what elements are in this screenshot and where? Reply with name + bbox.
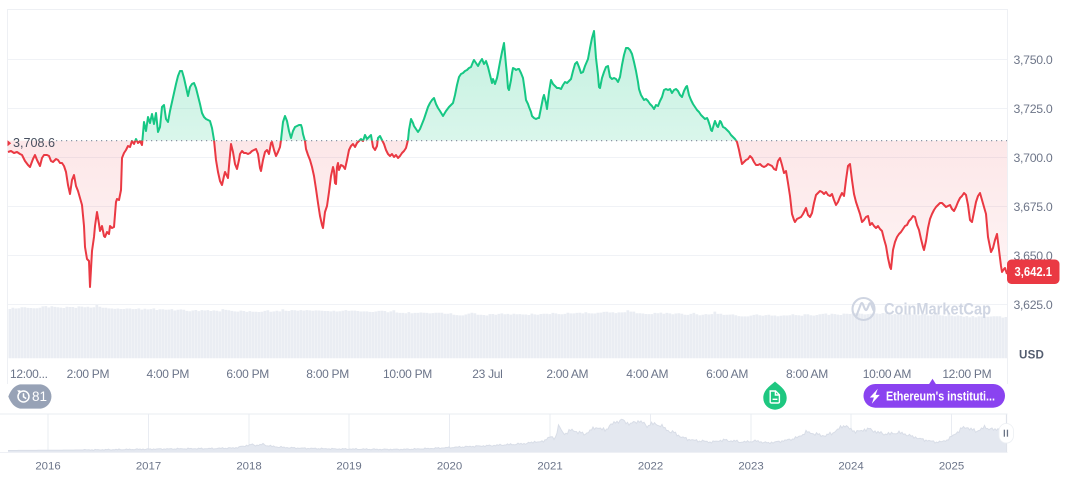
svg-text:12:00 PM: 12:00 PM (942, 367, 991, 381)
svg-text:USD: USD (1019, 348, 1044, 361)
svg-text:3,750.0: 3,750.0 (1014, 53, 1053, 67)
svg-text:2021: 2021 (537, 461, 562, 473)
svg-text:10:00 AM: 10:00 AM (863, 367, 912, 381)
svg-text:12:00...: 12:00... (10, 367, 48, 381)
svg-text:2025: 2025 (939, 461, 964, 473)
svg-text:2016: 2016 (35, 461, 60, 473)
svg-text:6:00 AM: 6:00 AM (706, 367, 748, 381)
svg-text:3,725.0: 3,725.0 (1014, 102, 1053, 116)
svg-text:Ethereum's instituti...: Ethereum's instituti... (886, 389, 995, 404)
svg-text:2:00 PM: 2:00 PM (67, 367, 110, 381)
svg-text:4:00 AM: 4:00 AM (626, 367, 668, 381)
svg-text:3,700.0: 3,700.0 (1014, 151, 1053, 165)
svg-text:2024: 2024 (838, 461, 863, 473)
svg-text:8:00 AM: 8:00 AM (786, 367, 828, 381)
svg-text:CoinMarketCap: CoinMarketCap (884, 301, 991, 319)
svg-text:2019: 2019 (336, 461, 361, 473)
svg-text:3,625.0: 3,625.0 (1014, 298, 1053, 312)
svg-text:3,642.1: 3,642.1 (1015, 265, 1053, 279)
svg-text:8:00 PM: 8:00 PM (306, 367, 349, 381)
svg-text:6:00 PM: 6:00 PM (226, 367, 269, 381)
svg-text:2:00 AM: 2:00 AM (546, 367, 588, 381)
svg-text:2020: 2020 (437, 461, 462, 473)
svg-text:81: 81 (32, 389, 47, 404)
svg-text:2022: 2022 (638, 461, 663, 473)
svg-text:10:00 PM: 10:00 PM (383, 367, 432, 381)
svg-text:4:00 PM: 4:00 PM (147, 367, 190, 381)
svg-text:3,708.6: 3,708.6 (13, 136, 55, 150)
svg-text:23 Jul: 23 Jul (472, 367, 502, 381)
svg-text:2023: 2023 (738, 461, 763, 473)
svg-text:3,675.0: 3,675.0 (1014, 200, 1053, 214)
svg-text:2018: 2018 (236, 461, 261, 473)
svg-text:2017: 2017 (136, 461, 161, 473)
